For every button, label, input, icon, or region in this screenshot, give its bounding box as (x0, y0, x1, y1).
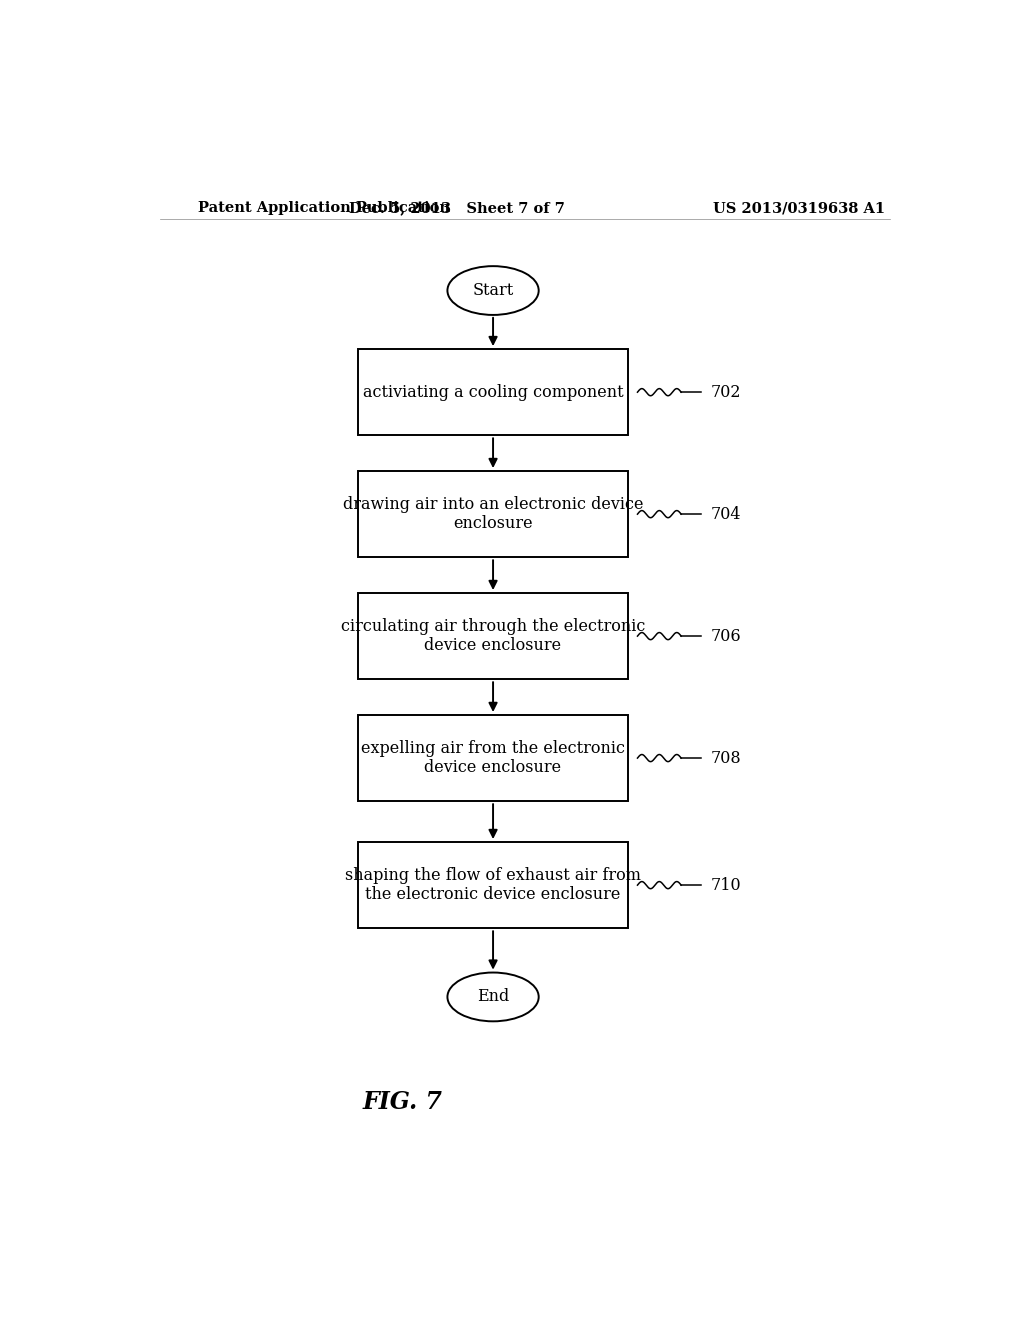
Text: expelling air from the electronic
device enclosure: expelling air from the electronic device… (361, 739, 625, 776)
FancyBboxPatch shape (358, 348, 628, 436)
FancyBboxPatch shape (358, 842, 628, 928)
FancyBboxPatch shape (358, 715, 628, 801)
Text: 702: 702 (711, 384, 741, 401)
Text: circulating air through the electronic
device enclosure: circulating air through the electronic d… (341, 618, 645, 655)
Text: FIG. 7: FIG. 7 (362, 1089, 442, 1114)
Text: End: End (477, 989, 509, 1006)
Text: 710: 710 (711, 876, 741, 894)
Text: Dec. 5, 2013   Sheet 7 of 7: Dec. 5, 2013 Sheet 7 of 7 (349, 201, 565, 215)
FancyBboxPatch shape (358, 593, 628, 680)
Ellipse shape (447, 973, 539, 1022)
Text: 706: 706 (711, 627, 741, 644)
Text: US 2013/0319638 A1: US 2013/0319638 A1 (713, 201, 885, 215)
Text: shaping the flow of exhaust air from
the electronic device enclosure: shaping the flow of exhaust air from the… (345, 867, 641, 903)
Text: 704: 704 (711, 506, 741, 523)
Text: Start: Start (472, 282, 514, 300)
Ellipse shape (447, 267, 539, 315)
FancyBboxPatch shape (358, 471, 628, 557)
Text: Patent Application Publication: Patent Application Publication (198, 201, 450, 215)
Text: activiating a cooling component: activiating a cooling component (362, 384, 624, 401)
Text: 708: 708 (711, 750, 741, 767)
Text: drawing air into an electronic device
enclosure: drawing air into an electronic device en… (343, 496, 643, 532)
